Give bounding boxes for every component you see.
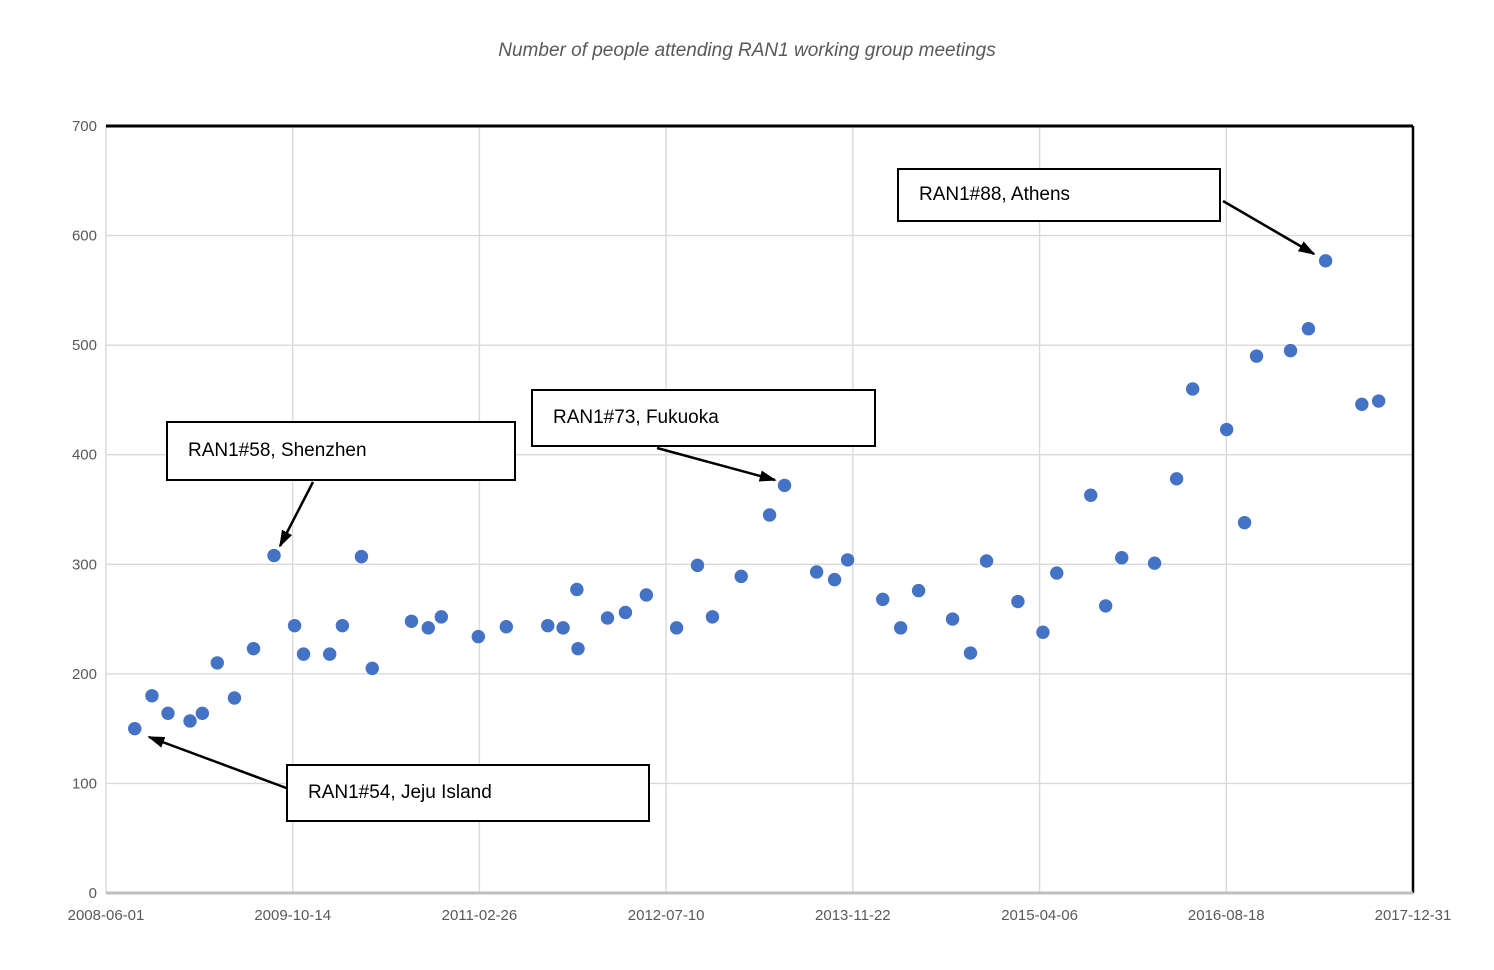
data-point [246,641,261,656]
data-points [128,254,1386,736]
y-tick-label: 400 [72,447,97,464]
data-point [840,553,855,567]
data-point [571,641,585,656]
data-point [1301,322,1316,336]
y-tick-label: 300 [72,556,97,573]
annotation-box-jeju: RAN1#54, Jeju Island [286,764,650,822]
y-tick-label: 100 [72,775,97,792]
x-tick-label: 2016-08-18 [1188,907,1265,924]
annotation-label: RAN1#54, Jeju Island [308,782,492,803]
data-point [335,618,350,633]
y-tick-label: 500 [72,337,97,354]
data-point [1237,515,1252,530]
data-point [893,621,908,635]
data-point [195,706,210,721]
data-point [322,647,337,661]
data-point [1098,599,1113,613]
data-point [777,478,792,493]
y-tick-label: 600 [72,228,97,245]
data-point [161,706,175,721]
data-point [618,605,633,620]
data-point [128,721,142,736]
annotation-label: RAN1#58, Shenzhen [188,440,367,461]
data-point [1371,394,1386,408]
y-tick-label: 200 [72,666,97,683]
data-point [963,646,978,660]
data-point [354,549,369,564]
data-point [1219,422,1234,437]
data-point [1084,488,1098,502]
data-point [809,565,824,579]
annotation-arrow [1222,199,1316,256]
data-point [876,592,890,607]
data-point [541,618,555,633]
data-point [227,691,242,705]
data-point [827,572,842,587]
y-tick-label: 0 [89,885,97,902]
axis-tick-labels: 2008-06-01 2009-10-14 2011-02-26 2012-07-10… [68,118,1452,924]
data-point [639,588,654,602]
annotation-label: RAN1#88, Athens [919,184,1071,205]
data-point [1185,382,1200,396]
x-tick-label: 2015-04-06 [1001,907,1078,924]
data-point [1115,551,1129,565]
data-point [570,582,584,597]
data-point [404,614,419,628]
x-tick-label: 2009-10-14 [254,907,331,924]
data-point [600,611,615,625]
y-tick-label: 700 [72,118,97,135]
annotation-arrow [656,446,777,482]
annotation-box-fukuoka: RAN1#73, Fukuoka [531,389,876,447]
data-point [210,656,224,670]
data-point [1283,343,1298,358]
data-point [1355,397,1369,412]
annotation-box-shenzhen: RAN1#58, Shenzhen [166,421,516,481]
annotation-arrow [278,481,315,548]
data-point [1249,349,1264,363]
annotation-box-athens: RAN1#88, Athens [897,168,1221,222]
x-tick-label: 2008-06-01 [68,907,145,924]
data-point [762,508,777,522]
x-tick-label: 2017-12-31 [1375,907,1452,924]
data-point [690,558,705,573]
chart-title: Number of people attending RAN1 working … [498,40,996,61]
data-point [267,548,281,563]
x-tick-label: 2013-11-22 [815,907,891,924]
data-point [979,554,994,568]
data-point [499,620,514,634]
data-point [1318,254,1333,268]
data-point [1169,472,1184,486]
data-point [1050,566,1064,580]
data-point [421,621,435,635]
data-point [434,610,449,624]
data-point [556,621,570,635]
data-point [183,714,197,728]
data-point [945,612,960,626]
annotation-arrow [147,735,290,791]
x-tick-label: 2011-02-26 [442,907,518,924]
data-point [1036,625,1050,639]
data-point [911,583,926,598]
data-point [365,661,379,676]
x-tick-label: 2012-07-10 [628,907,705,924]
annotation-label: RAN1#73, Fukuoka [553,407,719,428]
data-point [734,569,748,584]
plot-borders [106,124,1415,895]
data-point [705,610,720,624]
data-point [471,629,486,644]
data-point [145,689,159,703]
data-point [1147,556,1162,570]
data-point [1011,594,1025,609]
data-point [296,647,311,661]
data-point [287,618,302,633]
annotation-arrows [147,199,1316,791]
gridlines [105,126,1413,893]
data-point [669,621,684,635]
